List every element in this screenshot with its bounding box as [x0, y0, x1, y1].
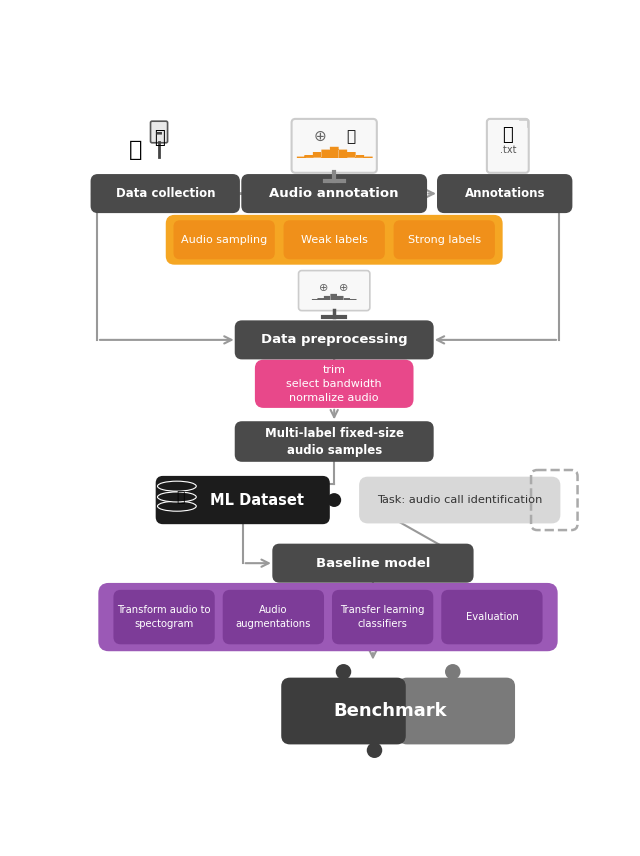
FancyBboxPatch shape: [236, 321, 433, 359]
Circle shape: [367, 743, 382, 758]
FancyBboxPatch shape: [150, 122, 168, 143]
Text: Evaluation: Evaluation: [465, 612, 518, 622]
Text: 🐸: 🐸: [177, 490, 185, 504]
Text: .txt: .txt: [500, 146, 516, 156]
Ellipse shape: [157, 492, 196, 502]
FancyBboxPatch shape: [243, 175, 426, 212]
Text: Audio sampling: Audio sampling: [181, 235, 268, 245]
Circle shape: [445, 664, 461, 680]
Text: Data collection: Data collection: [115, 187, 215, 200]
FancyBboxPatch shape: [175, 222, 274, 259]
Text: ⊕: ⊕: [339, 282, 348, 293]
Text: 🐸: 🐸: [347, 129, 356, 144]
FancyBboxPatch shape: [333, 591, 432, 643]
Ellipse shape: [157, 502, 196, 511]
Text: Baseline model: Baseline model: [316, 556, 430, 570]
Text: ML Dataset: ML Dataset: [210, 492, 304, 508]
Text: Weak labels: Weak labels: [301, 235, 367, 245]
FancyBboxPatch shape: [395, 222, 494, 259]
Text: ⊕: ⊕: [314, 129, 326, 144]
FancyBboxPatch shape: [256, 360, 412, 407]
Circle shape: [327, 493, 341, 507]
Text: Strong labels: Strong labels: [408, 235, 481, 245]
FancyBboxPatch shape: [167, 216, 502, 264]
FancyBboxPatch shape: [442, 591, 541, 643]
Text: 🐸: 🐸: [129, 140, 143, 160]
FancyBboxPatch shape: [438, 175, 572, 212]
Text: Benchmark: Benchmark: [333, 702, 447, 720]
Text: Task: audio call identification: Task: audio call identification: [377, 495, 543, 505]
FancyBboxPatch shape: [115, 591, 214, 643]
Text: Annotations: Annotations: [465, 187, 545, 200]
Text: Data preprocessing: Data preprocessing: [261, 333, 408, 347]
Circle shape: [336, 664, 351, 680]
Text: Transform audio to
spectogram: Transform audio to spectogram: [117, 605, 211, 628]
Text: Audio
augmentations: Audio augmentations: [236, 605, 311, 628]
FancyBboxPatch shape: [224, 591, 323, 643]
Text: ⊕: ⊕: [319, 282, 328, 293]
Ellipse shape: [157, 481, 196, 491]
FancyBboxPatch shape: [285, 222, 384, 259]
Text: ▁▂▄▆█▆▄▂▁: ▁▂▄▆█▆▄▂▁: [296, 146, 372, 158]
FancyBboxPatch shape: [236, 422, 433, 461]
FancyBboxPatch shape: [92, 175, 239, 212]
Text: trim
select bandwidth
normalize audio: trim select bandwidth normalize audio: [286, 365, 382, 403]
Text: ▬: ▬: [156, 129, 163, 135]
FancyBboxPatch shape: [292, 119, 377, 173]
Text: 📻: 📻: [154, 129, 164, 147]
Bar: [157, 486, 196, 506]
Text: Transfer learning
classifiers: Transfer learning classifiers: [340, 605, 425, 628]
FancyBboxPatch shape: [298, 270, 370, 311]
Text: ▁▂▄▆▄▂▁: ▁▂▄▆▄▂▁: [312, 291, 357, 300]
FancyBboxPatch shape: [157, 477, 329, 523]
Text: Multi-label fixed-size
audio samples: Multi-label fixed-size audio samples: [265, 426, 404, 456]
FancyBboxPatch shape: [487, 119, 529, 173]
FancyBboxPatch shape: [99, 584, 557, 651]
Text: Audio annotation: Audio annotation: [269, 187, 399, 200]
FancyBboxPatch shape: [360, 478, 559, 522]
FancyBboxPatch shape: [399, 679, 514, 743]
FancyBboxPatch shape: [273, 544, 472, 582]
FancyBboxPatch shape: [282, 679, 404, 743]
Text: 🐸: 🐸: [502, 126, 513, 144]
